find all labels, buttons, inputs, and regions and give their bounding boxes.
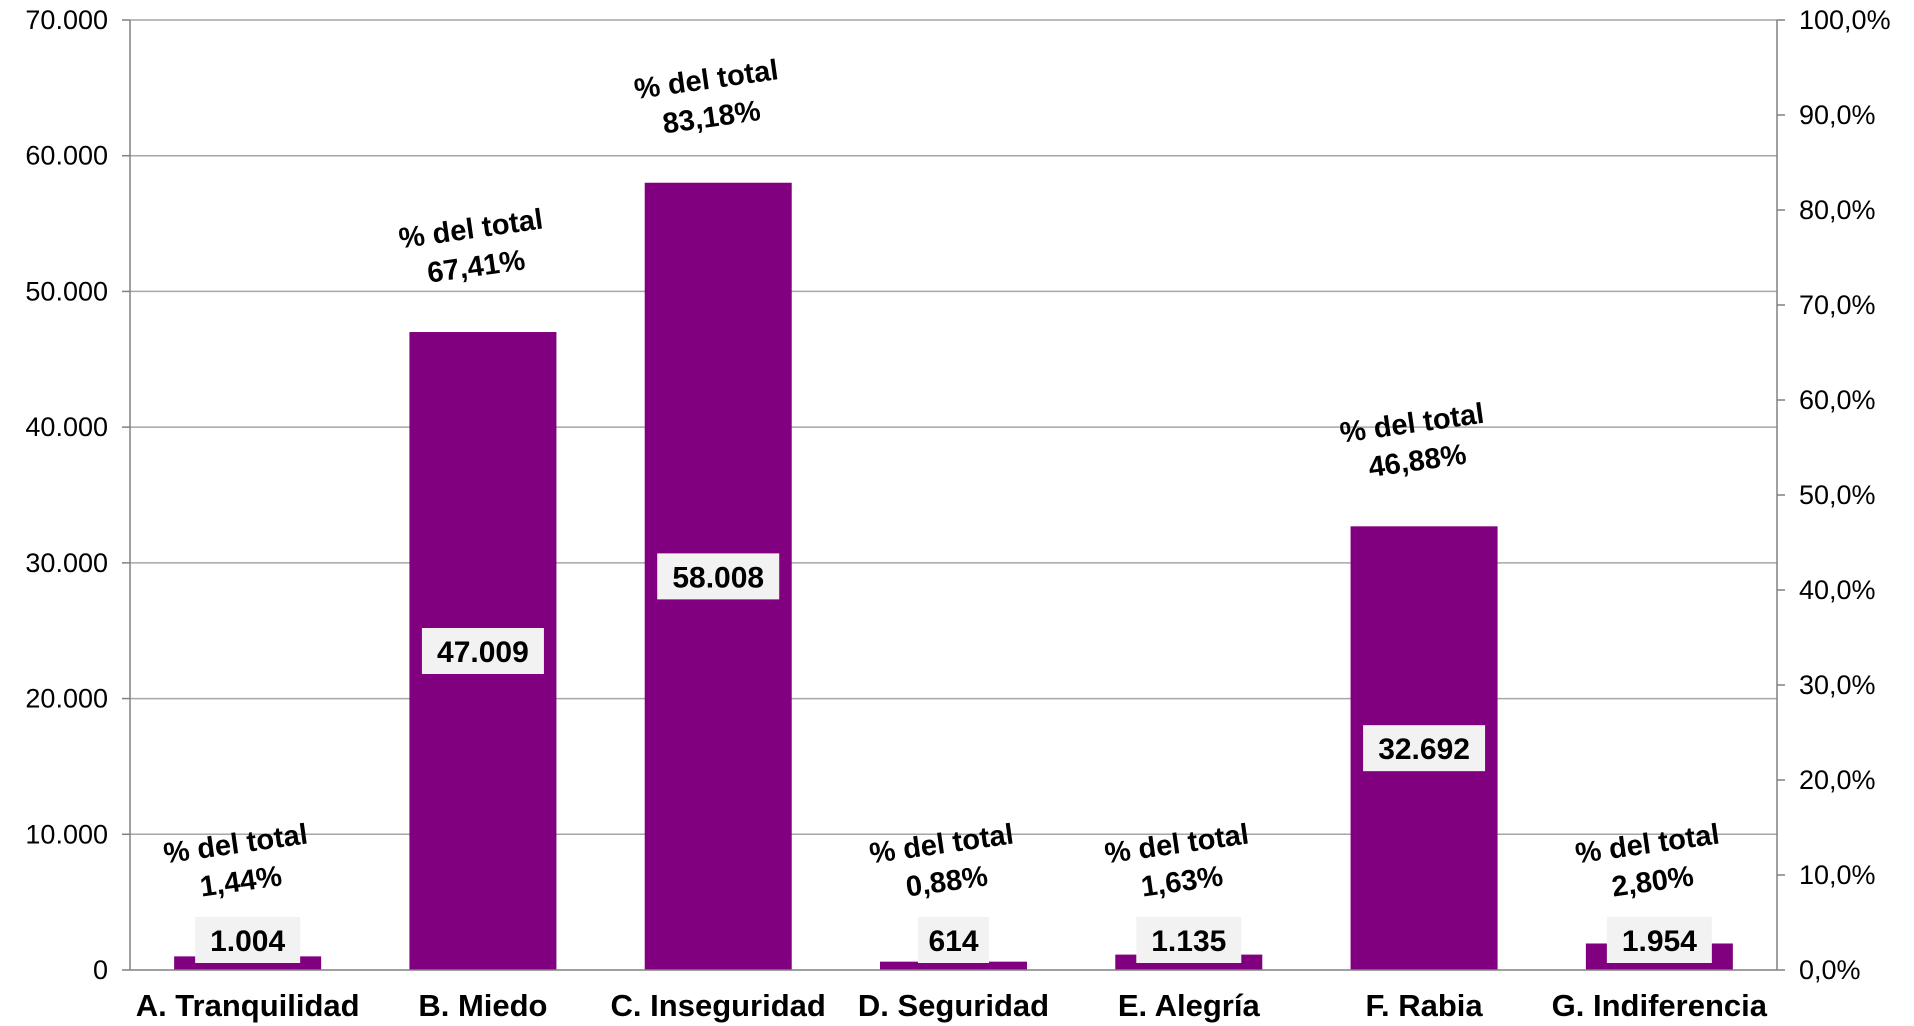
value-label-box [195,917,301,963]
y2-tick-label: 90,0% [1799,100,1876,130]
category-label: A. Tranquilidad [136,988,360,1023]
percent-label-title: % del total [1573,818,1721,870]
y2-tick-label: 0,0% [1799,955,1861,985]
y-tick-label: 20.000 [25,684,108,714]
y2-tick-label: 20,0% [1799,765,1876,795]
value-label-box [1606,917,1712,963]
value-label: 1.135 [1151,925,1226,958]
percent-label-title: % del total [162,818,310,870]
y2-tick-label: 80,0% [1799,195,1876,225]
y-tick-label: 40.000 [25,412,108,442]
y2-tick-label: 70,0% [1799,290,1876,320]
category-label: B. Miedo [418,988,547,1023]
value-label: 1.004 [210,925,285,958]
bar [880,961,1027,970]
percent-label-value: 1,44% [198,860,284,903]
category-label: G. Indiferencia [1552,988,1768,1023]
y2-tick-label: 30,0% [1799,670,1876,700]
percent-label-value: 46,88% [1366,439,1468,484]
percent-label-value: 83,18% [661,95,763,140]
category-label: C. Inseguridad [611,988,826,1023]
y-tick-label: 30.000 [25,548,108,578]
value-label-box [421,628,544,675]
gridlines [130,19,1777,836]
y-tick-label: 70.000 [25,5,108,35]
value-label: 1.954 [1622,925,1697,958]
percent-label-value: 0,88% [904,860,990,903]
category-label: D. Seguridad [858,988,1049,1023]
percent-label-value: 2,80% [1610,860,1696,903]
y2-tick-label: 40,0% [1799,575,1876,605]
percent-label-title: % del total [868,818,1016,870]
percent-label-title: % del total [1103,818,1251,870]
y-tick-label: 60.000 [25,141,108,171]
value-label-box [918,917,989,963]
value-label: 47.009 [437,636,529,669]
value-label-box [657,553,780,600]
y2-tick-label: 60,0% [1799,385,1876,415]
value-label: 614 [928,925,978,958]
percent-label-value: 67,41% [425,244,527,289]
value-label-box [1136,917,1242,963]
y-tick-label: 10.000 [25,819,108,849]
y-tick-label: 0 [93,955,108,985]
y2-tick-label: 10,0% [1799,860,1876,890]
category-label: E. Alegría [1118,988,1261,1023]
value-label: 58.008 [672,561,764,594]
y2-tick-label: 50,0% [1799,480,1876,510]
value-label: 32.692 [1378,733,1470,766]
category-label: F. Rabia [1365,988,1483,1023]
y2-tick-label: 100,0% [1799,5,1891,35]
value-label-box [1363,725,1486,772]
axes: 0 10.000 20.000 30.000 40.000 50.000 60.000 70.… [25,5,1890,985]
y-tick-label: 50.000 [25,276,108,306]
percent-label-value: 1,63% [1139,860,1225,903]
